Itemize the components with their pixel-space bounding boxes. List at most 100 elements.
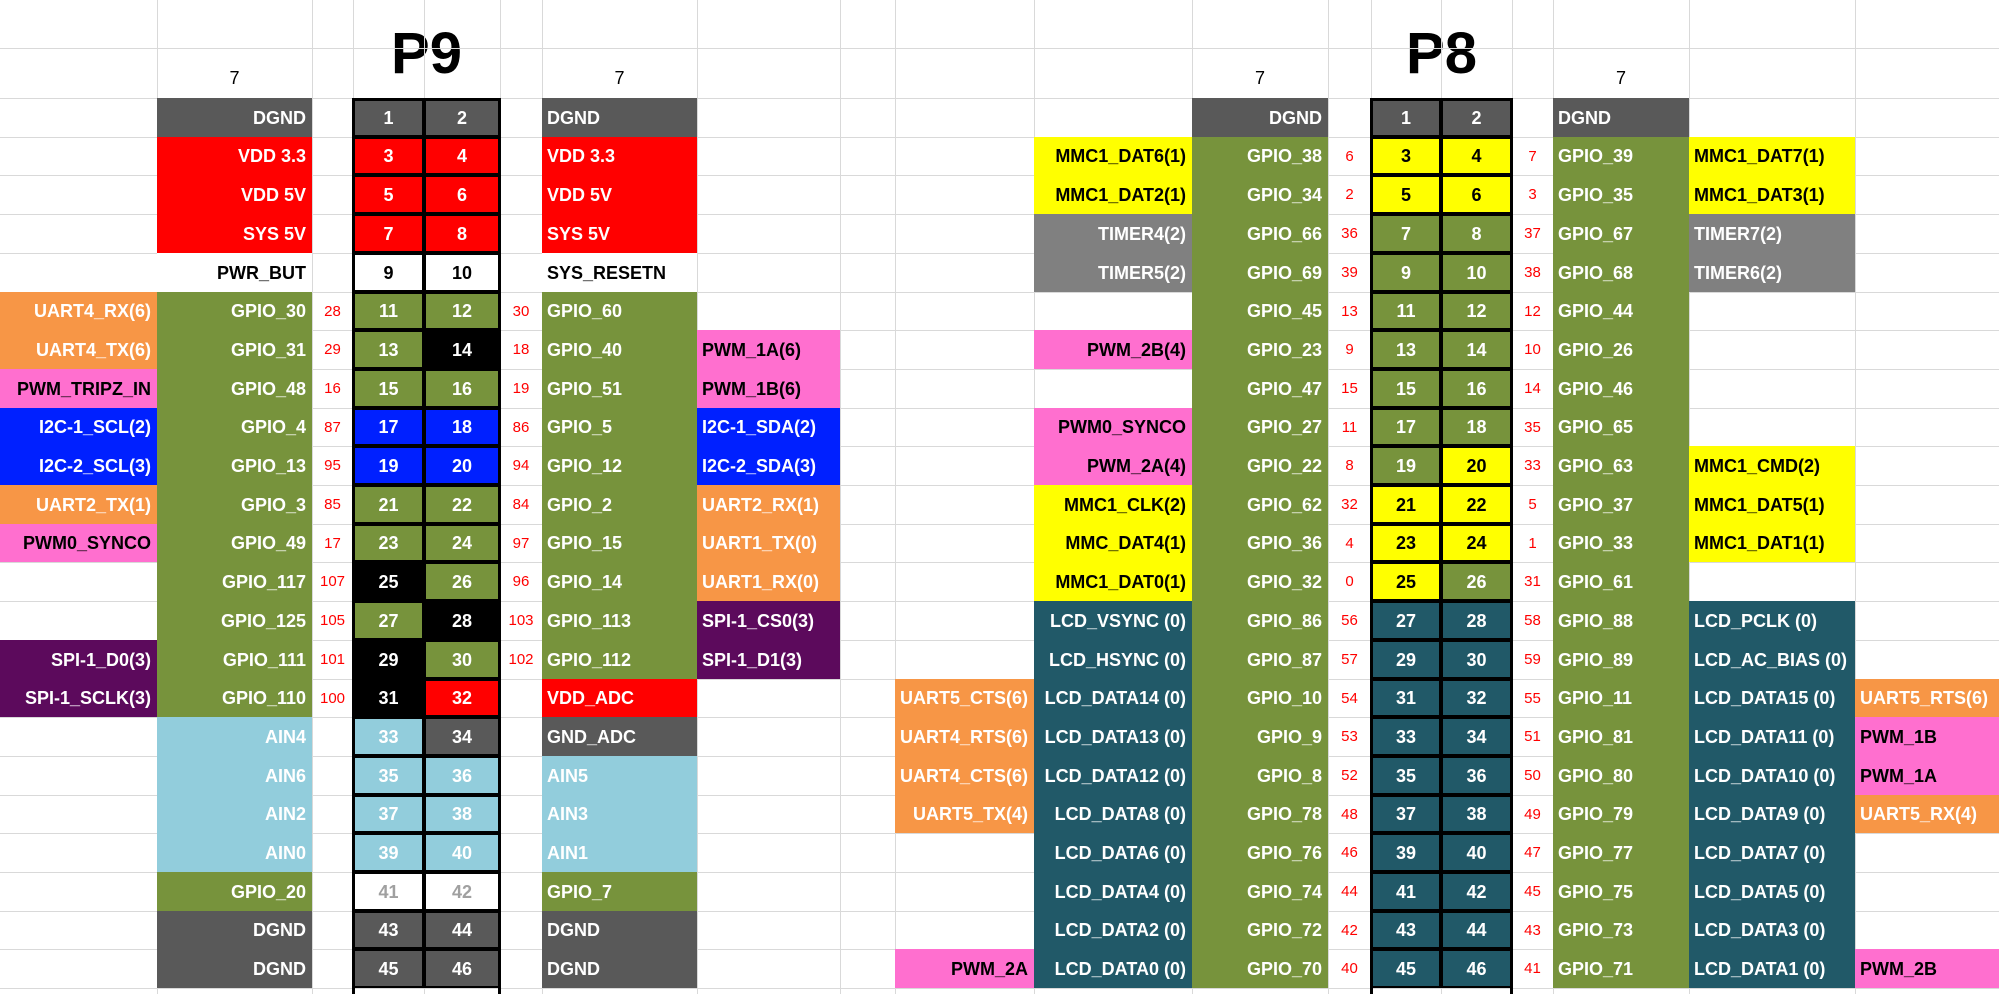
p9-right-signal: VDD_ADC <box>542 679 697 717</box>
p9-left-alt-function: UART2_TX(1) <box>0 485 157 524</box>
p8-right-alt-function: LCD_DATA5 (0) <box>1689 872 1855 911</box>
p9-right-gpio-number: 86 <box>512 418 530 436</box>
p9-left-signal: AIN0 <box>157 833 312 872</box>
p8-left-gpio-number: 54 <box>1341 689 1358 707</box>
p9-pin-even: 42 <box>424 872 500 911</box>
p9-left-gpio-number: 101 <box>319 651 346 668</box>
p8-left-alt-function: TIMER4(2) <box>1034 214 1192 253</box>
p8-pin-even: 12 <box>1441 292 1512 330</box>
p8-pin-even: 36 <box>1441 756 1512 795</box>
p9-right-signal: GPIO_14 <box>542 562 697 601</box>
p8-left-alt-function: LCD_DATA12 (0) <box>1034 756 1192 795</box>
p8-right-signal: GPIO_73 <box>1553 911 1689 949</box>
p8-right-alt-function: TIMER6(2) <box>1689 253 1855 292</box>
p8-pin-odd: 27 <box>1371 601 1441 640</box>
p9-pin-even: 10 <box>424 253 500 292</box>
p8-right-gpio-number: 58 <box>1524 612 1541 629</box>
p9-left-gpio-number: 87 <box>324 418 341 436</box>
p9-left-alt-function: SPI-1_SCLK(3) <box>0 679 157 717</box>
p8-pin-odd: 33 <box>1371 717 1441 756</box>
p8-right-gpio-number: 10 <box>1524 341 1541 358</box>
p9-pin-even: 32 <box>424 679 500 717</box>
p8-left-signal: GPIO_66 <box>1192 214 1328 253</box>
p9-pin-odd: 11 <box>353 292 424 330</box>
p8-left-signal: GPIO_8 <box>1192 756 1328 795</box>
p8-right-gpio-number: 12 <box>1524 302 1541 320</box>
p8-left-signal: GPIO_62 <box>1192 485 1328 524</box>
p8-right-gpio-number: 31 <box>1524 573 1541 590</box>
p9-right-signal: GPIO_113 <box>542 601 697 640</box>
p8-right-gpio-number: 55 <box>1524 689 1541 707</box>
p8-pin-odd: 45 <box>1371 949 1441 988</box>
p8-right-gpio-number: 47 <box>1524 844 1541 861</box>
p8-right-signal: GPIO_46 <box>1553 369 1689 408</box>
p8-left-signal: GPIO_27 <box>1192 408 1328 446</box>
p9-pin-odd: 5 <box>353 175 424 214</box>
p8-right-signal: GPIO_26 <box>1553 330 1689 369</box>
p8-left-signal: GPIO_72 <box>1192 911 1328 949</box>
p9-left-gpio-number: 107 <box>319 573 346 590</box>
p9-left-alt-function: SPI-1_D0(3) <box>0 640 157 679</box>
p9-left-signal: AIN2 <box>157 795 312 833</box>
p9-left-gpio-number: 105 <box>319 612 346 629</box>
p8-left-gpio-number: 6 <box>1345 147 1354 165</box>
p9-right-signal: AIN5 <box>542 756 697 795</box>
p8-pin-even: 8 <box>1441 214 1512 253</box>
p8-right-alt-function: LCD_DATA10 (0) <box>1689 756 1855 795</box>
p9-pin-odd: 43 <box>353 911 424 949</box>
p8-left-gpio-number: 46 <box>1341 844 1358 861</box>
p8-left-alt-function: LCD_DATA2 (0) <box>1034 911 1192 949</box>
p8-right-gpio-number: 49 <box>1524 805 1541 823</box>
p8-left-alt-function: LCD_DATA13 (0) <box>1034 717 1192 756</box>
p9-right-signal: GPIO_7 <box>542 872 697 911</box>
p9-right-gpio-number: 84 <box>512 496 530 513</box>
p8-left-signal: GPIO_86 <box>1192 601 1328 640</box>
p8-right-signal: DGND <box>1553 98 1689 137</box>
p8-pin-even: 22 <box>1441 485 1512 524</box>
p9-left-signal: VDD 5V <box>157 175 312 214</box>
p8-pin-even: 2 <box>1441 98 1512 137</box>
p8-right-signal: GPIO_67 <box>1553 214 1689 253</box>
p8-left-signal: GPIO_74 <box>1192 872 1328 911</box>
p8-right-signal: GPIO_39 <box>1553 137 1689 175</box>
p9-right-signal: SYS 5V <box>542 214 697 253</box>
p8-left-gpio-number: 44 <box>1341 883 1358 900</box>
p9-right-signal: GPIO_2 <box>542 485 697 524</box>
p8-left-alt-function: LCD_VSYNC (0) <box>1034 601 1192 640</box>
p9-right-alt-function: UART2_RX(1) <box>697 485 840 524</box>
p9-pin-even: 16 <box>424 369 500 408</box>
p8-pin-even: 28 <box>1441 601 1512 640</box>
p8-left-gpio-number: 13 <box>1341 302 1358 320</box>
p9-right-alt-function: I2C-2_SDA(3) <box>697 446 840 485</box>
p8-left-count: 7 <box>1254 67 1265 88</box>
p8-left-alt-function: PWM0_SYNCO <box>1034 408 1192 446</box>
p8-right-gpio-number: 3 <box>1528 186 1537 203</box>
p8-right-gpio-number: 37 <box>1524 225 1541 242</box>
p9-left-gpio-number: 16 <box>324 380 341 397</box>
p8-right-alt-function: LCD_PCLK (0) <box>1689 601 1855 640</box>
p9-right-signal: VDD 5V <box>542 175 697 214</box>
p8-left-signal: GPIO_23 <box>1192 330 1328 369</box>
p8-left-gpio-number: 52 <box>1341 767 1358 784</box>
p9-right-alt-function: I2C-1_SDA(2) <box>697 408 840 446</box>
p9-pin-odd: 39 <box>353 833 424 872</box>
p8-left-alt-function: MMC1_DAT2(1) <box>1034 175 1192 214</box>
p8-left-gpio-number: 2 <box>1345 186 1354 203</box>
p8-right-gpio-number: 45 <box>1524 883 1541 900</box>
p8-pin-even: 16 <box>1441 369 1512 408</box>
p8-left-alt-function: LCD_DATA4 (0) <box>1034 872 1192 911</box>
p8-right-signal: GPIO_80 <box>1553 756 1689 795</box>
p8-right-gpio-number: 35 <box>1524 418 1541 436</box>
p9-right-signal: GPIO_15 <box>542 524 697 562</box>
p9-right-signal: VDD 3.3 <box>542 137 697 175</box>
p8-pin-odd: 37 <box>1371 795 1441 833</box>
p8-left-gpio-number: 8 <box>1345 457 1354 474</box>
p9-right-gpio-number: 96 <box>512 573 530 590</box>
p9-left-gpio-number: 17 <box>324 534 341 552</box>
p9-left-count: 7 <box>229 67 240 88</box>
p9-pin-even: 4 <box>424 137 500 175</box>
p8-left-alt-function: PWM_2B(4) <box>1034 330 1192 369</box>
p9-right-signal: AIN3 <box>542 795 697 833</box>
p8-left-gpio-number: 11 <box>1341 418 1358 436</box>
p9-left-alt-function: UART4_RX(6) <box>0 292 157 330</box>
